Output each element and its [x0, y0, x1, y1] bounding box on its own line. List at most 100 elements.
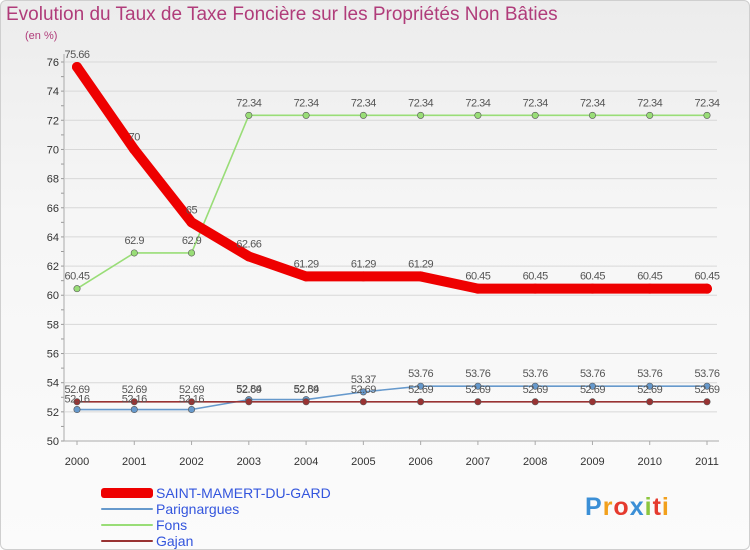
chart-title: Evolution du Taux de Taxe Foncière sur l… — [6, 4, 558, 25]
y-tick-label: 70 — [47, 144, 59, 156]
data-point — [588, 398, 596, 406]
data-label: 52.16 — [64, 394, 89, 406]
data-label: 65 — [186, 204, 198, 216]
data-point — [243, 251, 254, 262]
data-point — [587, 283, 598, 294]
y-tick-label: 54 — [47, 378, 59, 390]
data-point — [188, 406, 196, 414]
data-point — [703, 111, 711, 119]
data-point — [474, 382, 482, 390]
data-point — [530, 283, 541, 294]
y-tick-label: 64 — [47, 232, 59, 244]
data-label: 60.45 — [694, 271, 719, 283]
data-point — [531, 111, 539, 119]
y-tick-label: 56 — [47, 349, 59, 361]
legend-swatch-fons — [101, 524, 153, 526]
data-label: 72.34 — [465, 97, 490, 109]
data-label: 61.29 — [351, 258, 376, 270]
data-label: 72.34 — [694, 97, 719, 109]
data-label: 61.29 — [294, 258, 319, 270]
data-point — [531, 382, 539, 390]
x-tick-label: 2004 — [294, 456, 318, 468]
x-tick-label: 2011 — [695, 456, 719, 468]
data-label: 52.69 — [236, 384, 261, 396]
y-tick-label: 50 — [47, 436, 59, 448]
data-point — [130, 249, 138, 257]
data-point — [188, 249, 196, 257]
data-point — [359, 111, 367, 119]
data-label: 53.76 — [465, 368, 490, 380]
y-tick-label: 72 — [47, 115, 59, 127]
legend-swatch-saint-mamert — [101, 488, 153, 498]
x-tick-label: 2008 — [523, 456, 547, 468]
legend-label: Fons — [156, 517, 188, 533]
y-tick-label: 74 — [47, 86, 59, 98]
data-label: 52.84 — [236, 384, 261, 396]
data-point — [417, 398, 425, 406]
data-label: 52.69 — [580, 384, 605, 396]
x-tick-label: 2010 — [637, 456, 661, 468]
data-point — [302, 111, 310, 119]
data-label: 53.37 — [351, 374, 376, 386]
y-tick-label: 60 — [47, 290, 59, 302]
y-tick-label: 68 — [47, 174, 59, 186]
data-label: 70 — [129, 131, 141, 143]
data-point — [588, 382, 596, 390]
data-label: 52.69 — [294, 384, 319, 396]
data-label: 72.34 — [236, 97, 261, 109]
data-label: 53.76 — [408, 368, 433, 380]
y-tick-label: 52 — [47, 407, 59, 419]
series-layer — [72, 61, 712, 414]
data-point — [301, 271, 312, 282]
x-tick-label: 2002 — [179, 456, 203, 468]
data-point — [703, 398, 711, 406]
data-point — [646, 111, 654, 119]
data-point — [417, 382, 425, 390]
x-tick-label: 2007 — [466, 456, 490, 468]
data-point — [188, 398, 196, 406]
x-tick-label: 2000 — [65, 456, 89, 468]
data-point — [72, 61, 82, 72]
y-tick-label: 62 — [47, 261, 59, 273]
data-label: 60.45 — [580, 271, 605, 283]
x-tick-label: 2003 — [237, 456, 261, 468]
data-label: 61.29 — [408, 258, 433, 270]
legend-swatch-parignargues — [101, 508, 153, 510]
data-point — [415, 271, 426, 282]
grid-lines — [65, 61, 717, 413]
data-point — [646, 382, 654, 390]
data-point — [474, 398, 482, 406]
x-tick-label: 2009 — [580, 456, 604, 468]
y-tick-label: 76 — [47, 57, 59, 69]
data-label: 52.16 — [179, 394, 204, 406]
y-tick-label: 66 — [47, 203, 59, 215]
data-label: 60.45 — [523, 271, 548, 283]
data-label: 52.69 — [64, 384, 89, 396]
data-point — [73, 398, 81, 406]
data-point — [359, 398, 367, 406]
data-label: 52.69 — [694, 384, 719, 396]
data-point — [73, 406, 81, 414]
data-point — [130, 398, 138, 406]
legend-label: SAINT-MAMERT-DU-GARD — [156, 485, 331, 501]
data-point — [646, 398, 654, 406]
series-line — [76, 385, 708, 411]
data-label: 72.34 — [294, 97, 319, 109]
data-point — [73, 285, 81, 293]
data-label: 52.69 — [523, 384, 548, 396]
data-label: 60.45 — [64, 271, 89, 283]
data-label: 72.34 — [351, 97, 376, 109]
data-point — [703, 382, 711, 390]
data-point — [358, 271, 369, 282]
data-label: 62.9 — [125, 235, 145, 247]
data-point — [702, 283, 712, 294]
data-label: 62.9 — [182, 235, 202, 247]
data-label: 52.84 — [294, 384, 319, 396]
data-label: 52.69 — [408, 384, 433, 396]
data-label: 75.66 — [64, 49, 89, 61]
data-label: 52.69 — [179, 384, 204, 396]
data-label: 60.45 — [637, 271, 662, 283]
data-label: 52.69 — [637, 384, 662, 396]
